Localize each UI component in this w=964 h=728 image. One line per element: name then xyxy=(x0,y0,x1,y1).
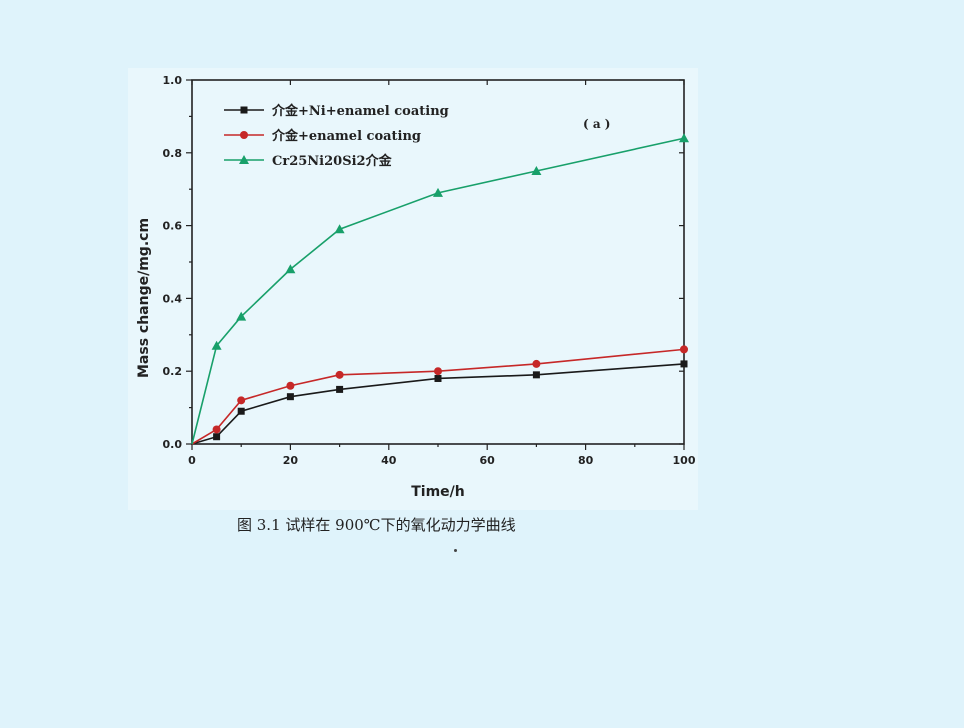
series-line xyxy=(191,348,685,445)
series-2 xyxy=(191,345,688,445)
oxidation-kinetics-chart: 0 20 40 60 80 100 0.0 0.2 0.4 0.6 0.8 1.0 介金+Ni+ena… xyxy=(136,74,696,500)
y-axis-title: Mass change/mg.cm xyxy=(136,218,152,378)
series-layer xyxy=(191,133,689,445)
data-point xyxy=(213,433,221,441)
data-point xyxy=(532,371,540,379)
series-line xyxy=(191,363,685,445)
legend-label: 介金+enamel coating xyxy=(271,128,421,144)
y-tick-label: 0.8 xyxy=(163,147,183,160)
data-point xyxy=(680,360,688,368)
data-point xyxy=(531,166,542,175)
data-point xyxy=(334,224,345,234)
data-point xyxy=(286,393,294,401)
series-line xyxy=(191,137,685,445)
plot-frame xyxy=(191,79,685,445)
data-point xyxy=(433,187,443,197)
y-tick-label: 0.0 xyxy=(163,438,183,451)
x-axis-title: Time/h xyxy=(411,484,465,500)
series-1 xyxy=(191,360,688,445)
x-tick-label: 20 xyxy=(283,454,299,467)
axes: 0 20 40 60 80 100 0.0 0.2 0.4 0.6 0.8 1.0 xyxy=(163,74,696,467)
data-point xyxy=(240,131,248,139)
y-tick-label: 0.6 xyxy=(163,220,183,233)
data-point xyxy=(532,359,541,368)
x-tick-label: 100 xyxy=(673,454,696,467)
data-point xyxy=(335,370,344,379)
legend-entry-1: 介金+Ni+enamel coating xyxy=(224,103,449,119)
data-point xyxy=(434,367,442,376)
stray-dot xyxy=(454,549,457,552)
series-3 xyxy=(191,133,689,445)
y-tick-label: 0.2 xyxy=(163,365,183,378)
data-point xyxy=(286,381,295,390)
data-point xyxy=(239,155,249,164)
x-tick-label: 0 xyxy=(188,454,196,467)
x-tick-label: 80 xyxy=(578,454,594,467)
data-point xyxy=(237,407,245,415)
y-tick-label: 1.0 xyxy=(163,74,183,87)
legend-entry-3: Cr25Ni20Si2介金 xyxy=(224,153,393,169)
x-tick-label: 40 xyxy=(381,454,397,467)
legend-label: 介金+Ni+enamel coating xyxy=(271,103,449,119)
data-point xyxy=(211,340,222,350)
data-point xyxy=(336,385,344,393)
data-point xyxy=(434,374,442,382)
data-point xyxy=(680,345,688,354)
figure-caption: 图 3.1 试样在 900℃下的氧化动力学曲线 xyxy=(237,516,516,534)
legend-entry-2: 介金+enamel coating xyxy=(224,128,421,144)
figure-panel: 0 20 40 60 80 100 0.0 0.2 0.4 0.6 0.8 1.0 介金+Ni+ena… xyxy=(128,68,698,510)
legend-label: Cr25Ni20Si2介金 xyxy=(272,153,393,169)
x-tick-label: 60 xyxy=(480,454,496,467)
data-point xyxy=(240,106,248,114)
panel-label: ( a ) xyxy=(583,117,611,131)
legend: 介金+Ni+enamel coating 介金+enamel coating Cr2… xyxy=(224,103,449,169)
y-tick-label: 0.4 xyxy=(163,292,183,305)
data-point xyxy=(285,264,296,274)
data-point xyxy=(237,396,246,405)
data-point xyxy=(679,133,689,143)
data-point xyxy=(212,425,221,434)
data-point xyxy=(236,311,247,321)
